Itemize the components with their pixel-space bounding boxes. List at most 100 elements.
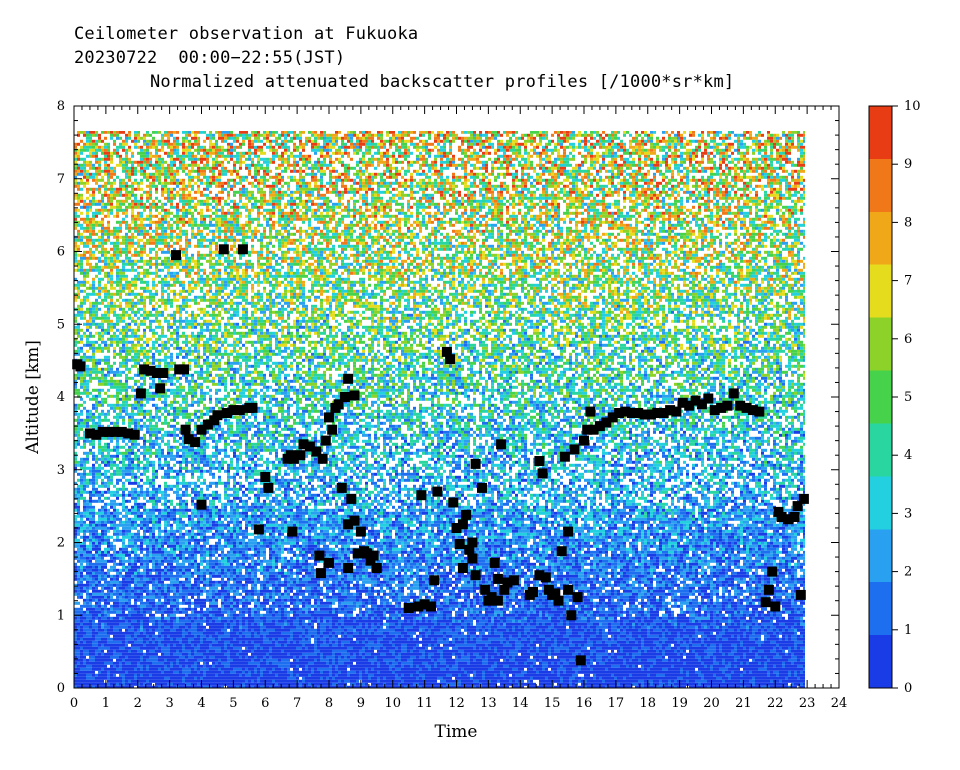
cloud-base-point bbox=[566, 610, 576, 620]
cloud-base-point bbox=[350, 391, 360, 401]
cloud-base-point bbox=[416, 490, 426, 500]
cloud-base-point bbox=[295, 450, 305, 460]
cloud-base-point bbox=[314, 551, 324, 561]
cloud-base-point bbox=[248, 403, 258, 413]
cloud-base-point bbox=[448, 498, 458, 508]
cloud-base-point bbox=[722, 401, 732, 411]
cloud-base-point bbox=[340, 392, 350, 402]
colorbar-tick-label: 4 bbox=[904, 448, 912, 463]
cloud-base-point bbox=[671, 407, 681, 417]
cloud-base-point bbox=[493, 574, 503, 584]
cloud-base-point bbox=[343, 563, 353, 573]
y-tick-label: 3 bbox=[57, 463, 65, 478]
cloud-base-point bbox=[458, 563, 468, 573]
cloud-base-point bbox=[356, 527, 366, 537]
cloud-base-point bbox=[703, 394, 713, 404]
cloud-base-point bbox=[496, 439, 506, 449]
cloud-base-point bbox=[369, 551, 379, 561]
x-tick-label: 7 bbox=[293, 696, 301, 711]
x-tick-label: 22 bbox=[767, 696, 784, 711]
x-tick-label: 24 bbox=[831, 696, 848, 711]
x-tick-label: 3 bbox=[165, 696, 173, 711]
cloud-base-point bbox=[770, 602, 780, 612]
cloud-base-point bbox=[287, 527, 297, 537]
cloud-base-point bbox=[324, 558, 334, 568]
cloud-base-point bbox=[372, 563, 382, 573]
x-tick-label: 20 bbox=[703, 696, 720, 711]
cloud-base-point bbox=[235, 405, 245, 415]
cloud-base-point bbox=[432, 487, 442, 497]
cloud-base-point bbox=[796, 590, 806, 600]
cloud-base-point bbox=[190, 437, 200, 447]
cloud-base-point bbox=[471, 459, 481, 469]
x-tick-label: 2 bbox=[134, 696, 142, 711]
x-tick-label: 0 bbox=[70, 696, 78, 711]
x-tick-label: 4 bbox=[197, 696, 205, 711]
cloud-base-point bbox=[477, 483, 487, 493]
cloud-base-point bbox=[534, 456, 544, 466]
cloud-base-point bbox=[350, 516, 360, 526]
cloud-base-point bbox=[573, 592, 583, 602]
x-tick-label: 11 bbox=[416, 696, 433, 711]
cloud-base-point bbox=[321, 436, 331, 446]
x-tick-label: 6 bbox=[261, 696, 269, 711]
x-tick-label: 16 bbox=[576, 696, 593, 711]
cloud-base-point bbox=[238, 244, 248, 254]
cloud-base-point bbox=[538, 468, 548, 478]
cloud-base-point bbox=[130, 430, 140, 440]
cloud-base-point bbox=[455, 539, 465, 549]
colorbar-tick-label: 9 bbox=[904, 157, 912, 172]
cloud-base-point bbox=[563, 585, 573, 595]
cloud-base-point bbox=[136, 388, 146, 398]
cloud-base-point bbox=[158, 368, 168, 378]
cloud-base-point bbox=[179, 364, 189, 374]
cloud-base-point bbox=[327, 425, 337, 435]
cloud-base-point bbox=[155, 383, 165, 393]
cloud-base-point bbox=[429, 575, 439, 585]
cloud-base-point bbox=[569, 444, 579, 454]
heatmap-layer bbox=[74, 128, 806, 689]
colorbar-tick-label: 3 bbox=[904, 506, 912, 521]
cloud-base-point bbox=[212, 410, 222, 420]
colorbar-tick-label: 1 bbox=[904, 623, 912, 638]
cloud-base-point bbox=[467, 554, 477, 564]
y-axis-title: Altitude [km] bbox=[23, 340, 43, 455]
cloud-base-point bbox=[467, 538, 477, 548]
cloud-base-point bbox=[263, 483, 273, 493]
x-tick-label: 1 bbox=[102, 696, 110, 711]
x-tick-label: 10 bbox=[384, 696, 401, 711]
x-tick-label: 9 bbox=[357, 696, 365, 711]
cloud-base-point bbox=[579, 436, 589, 446]
y-tick-label: 7 bbox=[57, 172, 65, 187]
colorbar-tick-label: 5 bbox=[904, 390, 912, 405]
cloud-base-point bbox=[509, 575, 519, 585]
cloud-base-point bbox=[541, 572, 551, 582]
cloud-base-point bbox=[316, 568, 326, 578]
y-tick-label: 5 bbox=[57, 317, 65, 332]
cloud-base-point bbox=[254, 524, 264, 534]
colorbar-tick-label: 0 bbox=[904, 681, 912, 696]
x-tick-label: 18 bbox=[639, 696, 656, 711]
cloud-base-point bbox=[761, 597, 771, 607]
colorbar-tick-label: 8 bbox=[904, 215, 912, 230]
cloud-base-point bbox=[346, 494, 356, 504]
cloud-base-point bbox=[458, 519, 468, 529]
cloud-base-point bbox=[490, 558, 500, 568]
y-tick-label: 4 bbox=[57, 390, 65, 405]
colorbar-tick-label: 10 bbox=[904, 99, 921, 114]
x-tick-label: 21 bbox=[735, 696, 752, 711]
cloud-base-point bbox=[75, 361, 85, 371]
y-tick-label: 6 bbox=[57, 245, 65, 260]
cloud-base-point bbox=[576, 655, 586, 665]
cloud-base-point bbox=[563, 527, 573, 537]
cloud-base-point bbox=[528, 587, 538, 597]
cloud-base-point bbox=[260, 472, 270, 482]
cloud-base-point bbox=[729, 388, 739, 398]
cloud-base-point bbox=[219, 244, 229, 254]
x-tick-label: 13 bbox=[480, 696, 497, 711]
y-tick-label: 2 bbox=[57, 536, 65, 551]
colorbar bbox=[869, 106, 892, 688]
x-tick-label: 19 bbox=[671, 696, 688, 711]
